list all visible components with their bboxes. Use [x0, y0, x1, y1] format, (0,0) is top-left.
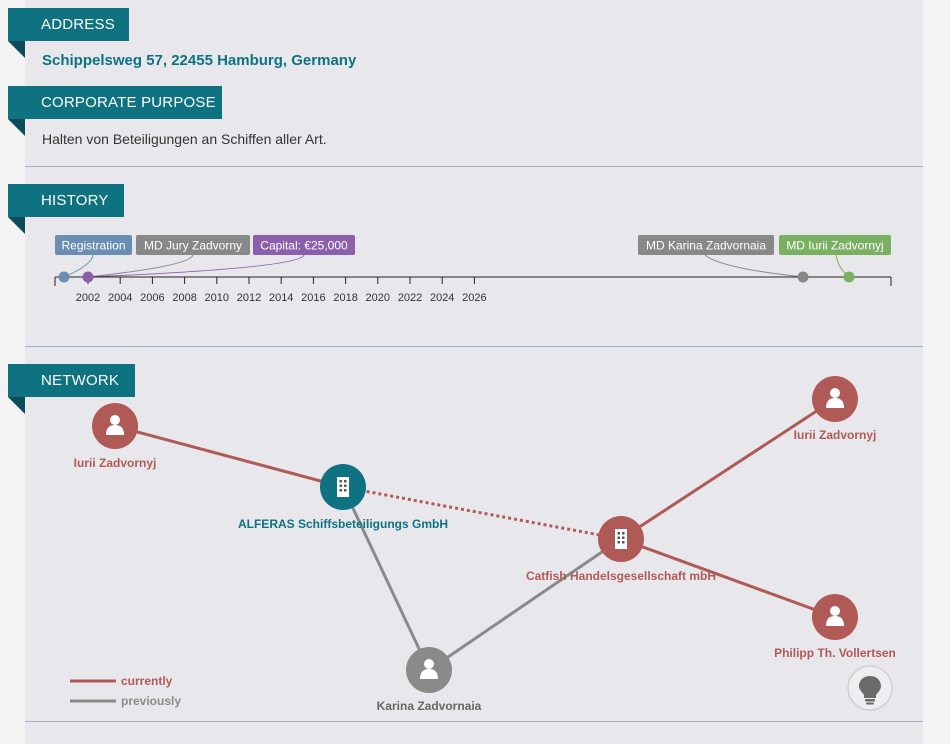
address-section-header: ADDRESS [8, 8, 129, 58]
purpose-section-header: CORPORATE PURPOSE [8, 86, 222, 136]
edge-previous [341, 486, 431, 671]
node-label: Catfish Handelsgesellschaft mbH [526, 569, 716, 583]
network-section-title: NETWORK [41, 372, 120, 389]
edge-indirect [342, 485, 622, 541]
building-icon [615, 529, 627, 549]
node-iurii-zadvornyj-right[interactable]: Iurii Zadvornyj [794, 376, 877, 442]
edge-current [620, 397, 836, 541]
node-label: Philipp Th. Vollertsen [774, 646, 896, 660]
edge-current [620, 537, 836, 619]
company-panel [25, 0, 923, 744]
section-divider [25, 721, 923, 722]
address-value: Schippelsweg 57, 22455 Hamburg, Germany [42, 52, 357, 69]
ribbon-fold [8, 217, 25, 234]
lightbulb-icon [859, 676, 881, 705]
section-divider [25, 166, 923, 167]
address-section-title: ADDRESS [41, 16, 115, 33]
right-gutter [923, 0, 950, 744]
node-catfish[interactable]: Catfish Handelsgesellschaft mbH [526, 516, 716, 583]
node-label: Iurii Zadvornyj [74, 456, 157, 470]
history-section-title: HISTORY [41, 192, 109, 209]
purpose-value: Halten von Beteiligungen an Schiffen all… [42, 131, 327, 147]
node-alferas[interactable]: ALFERAS Schiffsbeteiligungs GmbH [238, 464, 448, 531]
edge-previous [428, 537, 622, 672]
node-label: ALFERAS Schiffsbeteiligungs GmbH [238, 517, 448, 531]
legend-label-previous: previously [121, 694, 181, 708]
network-legend: currently previously [70, 674, 181, 708]
edge-current [114, 424, 344, 489]
hint-button[interactable] [847, 665, 893, 711]
building-icon [337, 477, 349, 497]
node-label: Iurii Zadvornyj [794, 428, 877, 442]
legend-label-current: currently [121, 674, 173, 688]
network-section-header: NETWORK [8, 364, 135, 414]
history-section-header: HISTORY [8, 184, 124, 234]
node-iurii-zadvornyj-left[interactable]: Iurii Zadvornyj [74, 403, 157, 470]
ribbon-fold [8, 119, 25, 136]
node-philipp-vollertsen[interactable]: Philipp Th. Vollertsen [774, 594, 896, 660]
node-label: Karina Zadvornaia [377, 699, 482, 713]
ribbon-fold [8, 397, 25, 414]
node-karina-zadvornaia[interactable]: Karina Zadvornaia [377, 647, 482, 713]
section-divider [25, 346, 923, 347]
purpose-section-title: CORPORATE PURPOSE [41, 94, 216, 111]
ribbon-fold [8, 41, 25, 58]
